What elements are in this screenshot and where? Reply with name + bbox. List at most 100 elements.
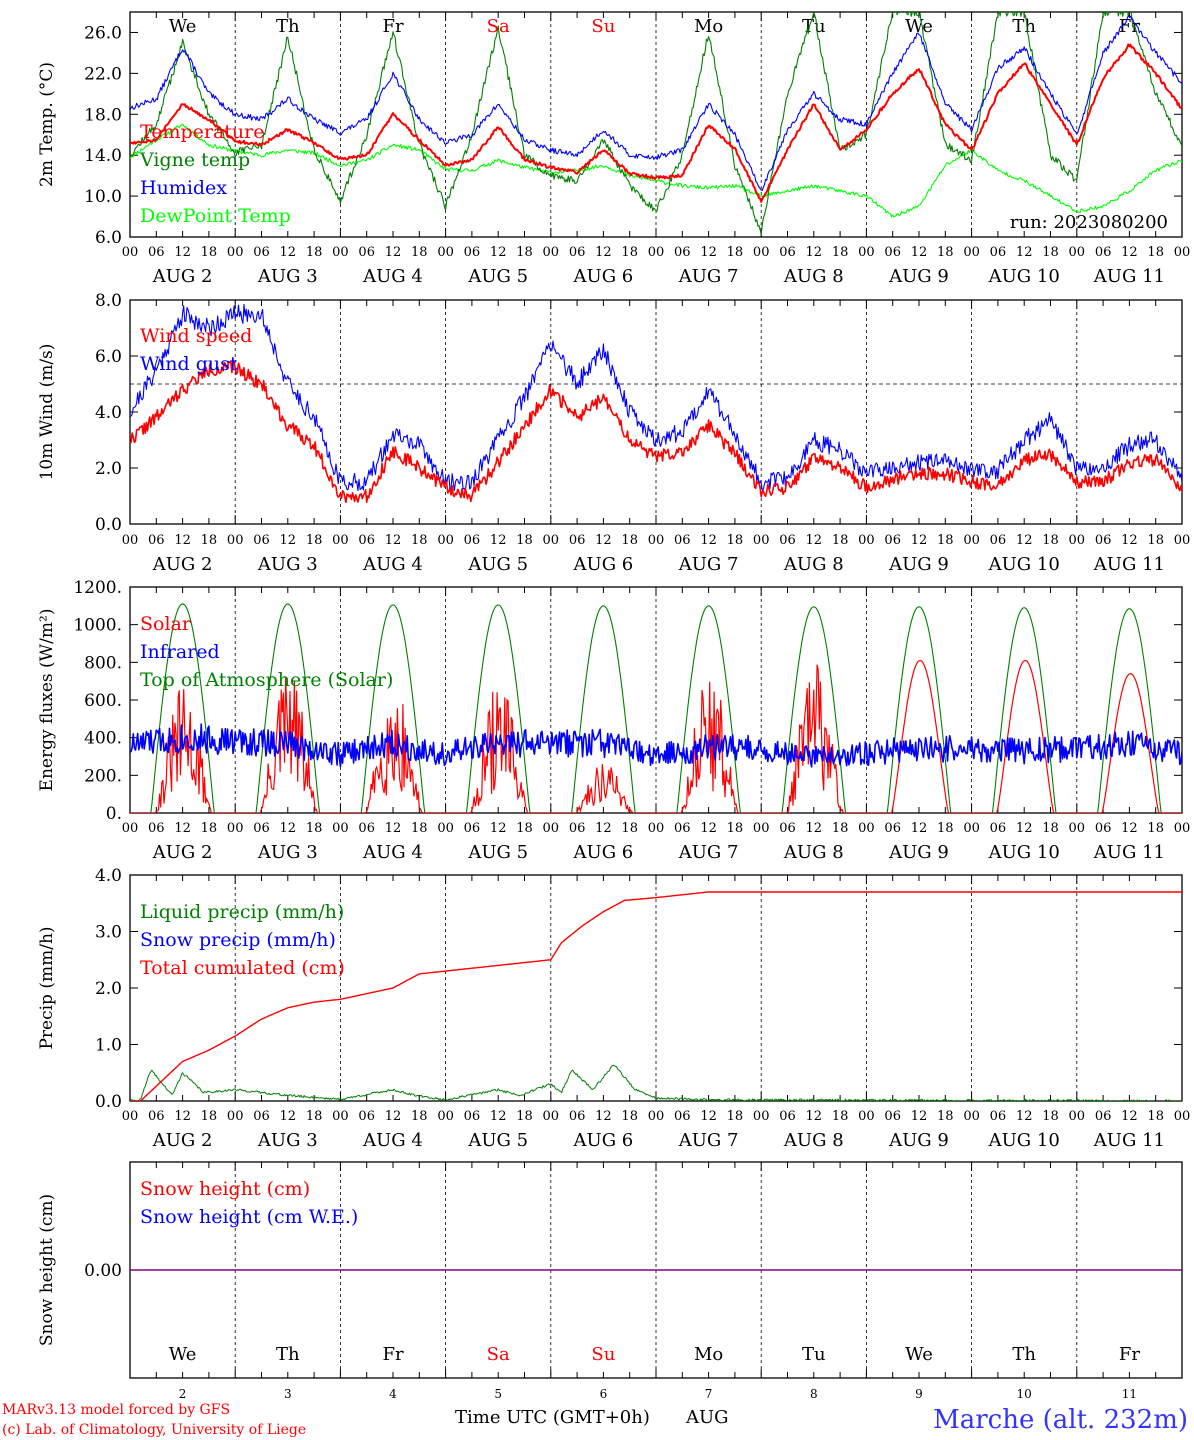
plot-area — [130, 891, 1182, 1101]
hour-tick-label: 06 — [569, 245, 586, 260]
date-label: AUG 8 — [783, 554, 844, 575]
y-tick-label: 200. — [84, 766, 122, 786]
hour-tick-label: 00 — [1069, 821, 1086, 836]
hour-tick-label: 00 — [963, 533, 980, 548]
run-label: run: 2023080200 — [1010, 212, 1168, 233]
hour-tick-label: 18 — [411, 533, 428, 548]
hour-tick-label: 12 — [911, 245, 928, 260]
hour-tick-label: 12 — [1121, 533, 1138, 548]
date-label: AUG 4 — [362, 554, 423, 575]
legend-item: Snow height (cm) — [140, 1178, 310, 1200]
hour-tick-label: 12 — [700, 821, 717, 836]
hour-tick-label: 18 — [727, 245, 744, 260]
weekday-label: Th — [276, 16, 300, 37]
date-label: AUG 9 — [888, 1130, 949, 1151]
hour-tick-label: 12 — [700, 533, 717, 548]
weekday-label: Fr — [1119, 1344, 1140, 1365]
hour-tick-label: 06 — [674, 821, 691, 836]
legend-item: Total cumulated (cm) — [140, 957, 345, 979]
date-label: AUG 6 — [573, 554, 634, 575]
hour-tick-label: 00 — [332, 245, 349, 260]
hour-tick-label: 12 — [806, 533, 823, 548]
hour-tick-label: 18 — [306, 1109, 323, 1124]
weekday-label: Fr — [1119, 16, 1140, 37]
y-tick-label: 0.00 — [84, 1261, 122, 1281]
credit-line-1: MARv3.13 model forced by GFS — [2, 1402, 230, 1418]
date-label: AUG 7 — [678, 266, 739, 287]
legend-item: Wind gust — [140, 353, 238, 375]
hour-tick-label: 12 — [385, 533, 402, 548]
hour-tick-label: 06 — [358, 245, 375, 260]
hour-tick-label: 06 — [884, 1109, 901, 1124]
hour-tick-label: 18 — [937, 245, 954, 260]
hour-tick-label: 18 — [937, 821, 954, 836]
y-tick-label: 8.0 — [95, 291, 122, 311]
date-label: AUG 6 — [573, 842, 634, 863]
series-liquid-precip-mm-h- — [130, 1065, 1182, 1101]
weekday-label: We — [169, 16, 197, 37]
hour-tick-label: 06 — [358, 1109, 375, 1124]
hour-tick-label: 18 — [832, 821, 849, 836]
legend-item: Snow precip (mm/h) — [140, 929, 336, 951]
hour-tick-label: 18 — [621, 821, 638, 836]
day-number-label: 7 — [705, 1387, 713, 1401]
hour-tick-label: 00 — [753, 1109, 770, 1124]
hour-tick-label: 06 — [1095, 1109, 1112, 1124]
hour-tick-label: 18 — [1147, 821, 1164, 836]
hour-tick-label: 12 — [280, 245, 297, 260]
legend-item: Wind speed — [140, 325, 252, 347]
day-number-label: 9 — [915, 1387, 923, 1401]
hour-tick-label: 18 — [306, 245, 323, 260]
day-number-label: 8 — [810, 1387, 818, 1401]
hour-tick-label: 18 — [832, 1109, 849, 1124]
hour-tick-label: 00 — [648, 1109, 665, 1124]
hour-tick-label: 18 — [1042, 533, 1059, 548]
hour-tick-label: 00 — [858, 245, 875, 260]
hour-tick-label: 18 — [306, 533, 323, 548]
y-tick-label: 22.0 — [84, 64, 122, 84]
y-tick-label: 0.0 — [95, 515, 122, 535]
date-label: AUG 6 — [573, 1130, 634, 1151]
weekday-label: Fr — [382, 1344, 403, 1365]
hour-tick-label: 12 — [280, 533, 297, 548]
weekday-label: Th — [276, 1344, 300, 1365]
hour-tick-label: 00 — [332, 1109, 349, 1124]
hour-tick-label: 12 — [595, 1109, 612, 1124]
hour-tick-label: 06 — [358, 533, 375, 548]
date-label: AUG 11 — [1093, 554, 1165, 575]
legend-item: Humidex — [140, 177, 227, 199]
hour-tick-label: 18 — [306, 821, 323, 836]
station-label: Marche (alt. 232m) — [933, 1405, 1188, 1435]
day-number-label: 3 — [284, 1387, 292, 1401]
y-tick-label: 0.0 — [95, 1092, 122, 1112]
date-label: AUG 7 — [678, 842, 739, 863]
hour-tick-label: 18 — [201, 821, 218, 836]
hour-tick-label: 06 — [253, 1109, 270, 1124]
hour-tick-label: 00 — [122, 533, 139, 548]
hour-tick-label: 12 — [490, 533, 507, 548]
day-number-label: 11 — [1122, 1387, 1137, 1401]
hour-tick-label: 06 — [779, 1109, 796, 1124]
hour-tick-label: 06 — [148, 1109, 165, 1124]
hour-tick-label: 06 — [148, 245, 165, 260]
hour-tick-label: 00 — [753, 245, 770, 260]
weekday-label: Mo — [694, 16, 723, 37]
hour-tick-label: 18 — [516, 1109, 533, 1124]
date-label: AUG 11 — [1093, 842, 1165, 863]
hour-tick-label: 00 — [543, 1109, 560, 1124]
credit-line-2: (c) Lab. of Climatology, University of L… — [2, 1422, 306, 1438]
hour-tick-label: 12 — [806, 245, 823, 260]
hour-tick-label: 06 — [1095, 821, 1112, 836]
weekday-label: Th — [1012, 16, 1036, 37]
y-tick-label: 10.0 — [84, 187, 122, 207]
date-label: AUG 7 — [678, 1130, 739, 1151]
hour-tick-label: 18 — [621, 533, 638, 548]
weekday-label: We — [905, 16, 933, 37]
date-label: AUG 4 — [362, 1130, 423, 1151]
hour-tick-label: 06 — [148, 533, 165, 548]
hour-tick-label: 12 — [385, 245, 402, 260]
date-label: AUG 4 — [362, 266, 423, 287]
hour-tick-label: 12 — [1121, 245, 1138, 260]
legend-item: DewPoint Temp — [140, 205, 291, 227]
hour-tick-label: 00 — [1174, 821, 1191, 836]
